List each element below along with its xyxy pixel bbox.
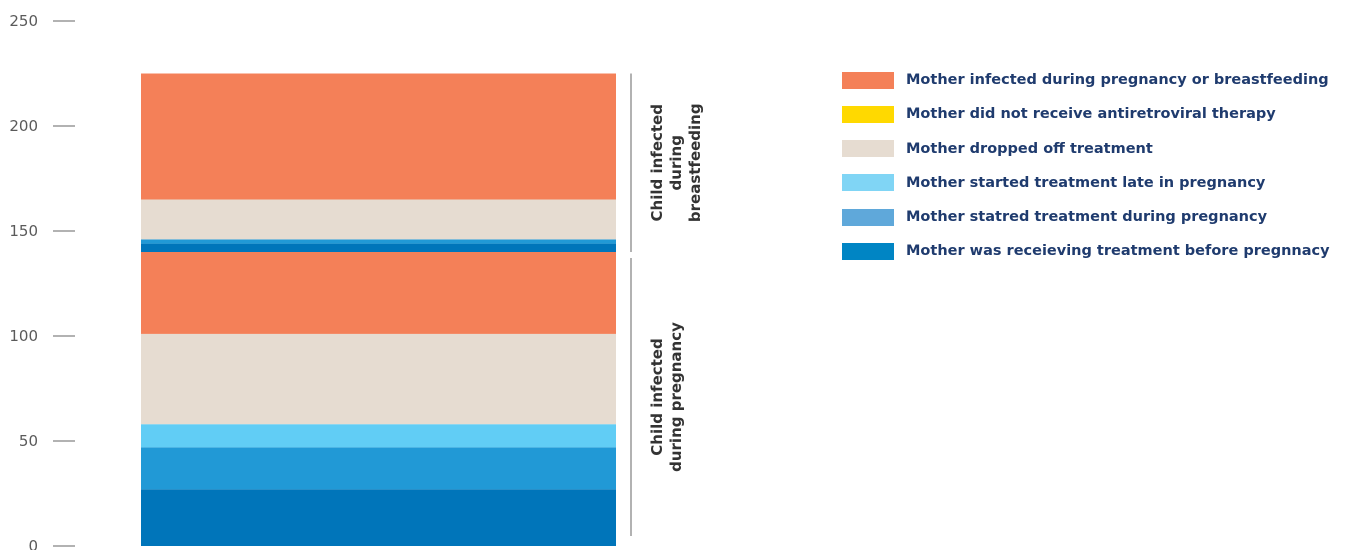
y-tick-label: 250 [9, 12, 38, 30]
group-label: Child infectedduring pregnancy [648, 322, 685, 472]
legend-swatch [842, 140, 894, 158]
y-tick-label: 0 [28, 537, 38, 550]
stacked-bar-chart: 0 50 100 150 200 250 Child infectedduring preg… [9, 12, 704, 550]
legend-item: Mother started treatment late in pregnan… [842, 173, 1367, 193]
y-tick-label: 200 [9, 117, 38, 135]
legend-item: Mother did not receive antiretroviral th… [842, 104, 1367, 124]
legend-swatch [842, 105, 894, 123]
chart-legend: Mother infected during pregnancy or brea… [842, 70, 1367, 276]
group-label: Child infectedduringbreastfeeding [648, 103, 704, 222]
legend-item: Mother dropped off treatment [842, 139, 1367, 159]
legend-swatch [842, 174, 894, 192]
bar-segment [141, 333, 616, 425]
bar-segment [141, 447, 616, 490]
legend-label: Mother statred treatment during pregnanc… [906, 209, 1268, 226]
legend-label: Mother started treatment late in pregnan… [906, 174, 1266, 191]
legend-item: Mother infected during pregnancy or brea… [842, 70, 1367, 90]
bar-segment [141, 489, 616, 546]
legend-label: Mother was receieving treatment before p… [906, 243, 1330, 260]
bar-segment [141, 239, 616, 244]
legend-swatch [842, 71, 894, 89]
bar-segment [141, 199, 616, 240]
legend-item: Mother was receieving treatment before p… [842, 241, 1367, 261]
legend-label: Mother infected during pregnancy or brea… [906, 72, 1329, 88]
legend-label: Mother did not receive antiretroviral th… [906, 106, 1276, 123]
y-tick-label: 100 [9, 327, 38, 345]
y-tick-label: 150 [9, 222, 38, 240]
y-tick-label: 50 [19, 432, 38, 450]
legend-swatch [842, 242, 894, 260]
bar-segment [141, 73, 616, 200]
bar-segment [141, 243, 616, 252]
legend-item: Mother statred treatment during pregnanc… [842, 207, 1367, 227]
legend-label: Mother dropped off treatment [906, 140, 1153, 157]
bar-segment [141, 252, 616, 334]
legend-swatch [842, 208, 894, 226]
bar-segment [141, 424, 616, 448]
